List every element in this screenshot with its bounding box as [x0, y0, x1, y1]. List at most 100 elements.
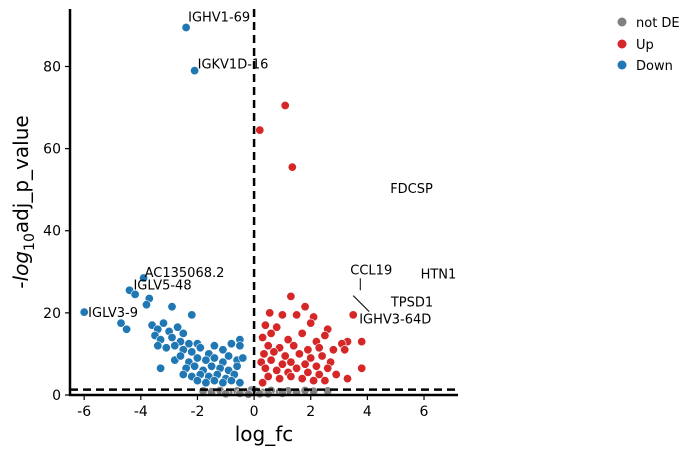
point-down — [178, 369, 188, 379]
y-axis-title: -log10adj_p_value — [9, 115, 38, 288]
point-up — [258, 378, 268, 388]
point-down — [195, 343, 205, 353]
point-down — [79, 307, 89, 317]
point-down — [122, 324, 132, 334]
x-tick-label: -4 — [134, 404, 148, 420]
point-up — [275, 374, 285, 384]
y-tick-label: 60 — [43, 142, 61, 158]
point-up — [263, 371, 273, 381]
point-up — [286, 357, 296, 367]
point-down — [201, 355, 211, 365]
point-down — [235, 341, 245, 351]
point-up — [357, 363, 367, 373]
x-axis-title: log_fc — [235, 422, 294, 446]
gene-label-ac135068-2: AC135068.2 — [145, 266, 225, 281]
point-up — [286, 291, 296, 301]
point-down — [226, 339, 236, 349]
point-down — [187, 310, 197, 320]
x-tick-label: 6 — [420, 404, 429, 420]
point-down — [226, 376, 236, 386]
point-up — [283, 335, 293, 345]
point-down — [190, 361, 200, 371]
point-up — [287, 162, 297, 172]
point-up — [265, 308, 275, 318]
point-down — [218, 345, 228, 355]
point-up — [317, 351, 327, 361]
point-down — [207, 361, 217, 371]
x-tick-label: -2 — [190, 404, 204, 420]
point-up — [289, 341, 299, 351]
gene-label-connector-ighv3-64d — [352, 295, 370, 312]
point-up — [320, 330, 330, 340]
point-up — [263, 341, 273, 351]
point-up — [306, 353, 316, 363]
point-down — [192, 376, 202, 386]
point-down — [224, 351, 234, 361]
x-tick-label: 2 — [306, 404, 315, 420]
gene-label-tpsd1: TPSD1 — [390, 295, 433, 310]
point-down — [142, 300, 152, 310]
point-down — [167, 332, 177, 342]
legend: not DE Up Down — [617, 16, 680, 74]
point-down — [187, 347, 197, 357]
legend-label-not-de: not DE — [636, 16, 680, 31]
point-down — [235, 378, 245, 388]
gene-label-igkv1d-16: IGKV1D-16 — [198, 58, 269, 73]
point-up — [272, 322, 282, 332]
point-up — [277, 359, 287, 369]
point-down — [190, 66, 200, 76]
point-up — [269, 347, 279, 357]
point-up — [259, 349, 269, 359]
point-down — [167, 302, 177, 312]
point-down — [192, 353, 202, 363]
point-down — [209, 353, 219, 363]
legend-label-up: Up — [636, 38, 654, 53]
point-up — [260, 320, 270, 330]
y-tick-label: 0 — [52, 388, 61, 404]
point-up — [292, 310, 302, 320]
point-up — [266, 328, 276, 338]
gene-label-iglv5-48: IGLV5-48 — [133, 278, 191, 293]
gene-label-htn1: HTN1 — [421, 267, 457, 282]
legend-key-down — [617, 60, 627, 70]
point-down — [139, 273, 149, 283]
legend-key-not-de — [617, 17, 627, 27]
point-up — [280, 101, 290, 111]
point-down — [201, 378, 211, 388]
point-up — [277, 310, 287, 320]
points-layer — [79, 22, 367, 399]
point-up — [292, 363, 302, 373]
legend-label-down: Down — [636, 59, 673, 74]
point-down — [130, 289, 140, 299]
gene-label-ighv1-69: IGHV1-69 — [188, 10, 250, 25]
y-tick-label: 20 — [43, 306, 61, 322]
point-up — [272, 365, 282, 375]
point-down — [176, 351, 186, 361]
point-down — [153, 341, 163, 351]
point-up — [303, 345, 313, 355]
point-down — [178, 328, 188, 338]
point-down — [218, 378, 228, 388]
point-up — [294, 349, 304, 359]
point-down — [232, 361, 242, 371]
y-tick-label: 40 — [43, 224, 61, 240]
point-up — [258, 332, 268, 342]
point-down — [116, 318, 126, 328]
point-up — [300, 302, 310, 312]
y-tick-label: 80 — [43, 59, 61, 75]
point-up — [323, 363, 333, 373]
point-up — [255, 125, 265, 135]
gene-label-iglv3-9: IGLV3-9 — [88, 306, 138, 321]
legend-key-up — [617, 39, 627, 49]
point-down — [161, 343, 171, 353]
point-up — [297, 328, 307, 338]
point-up — [260, 363, 270, 373]
point-up — [256, 357, 266, 367]
x-tick-label: -6 — [77, 404, 91, 420]
point-down — [173, 322, 183, 332]
point-up — [320, 376, 330, 386]
y-axis-title-main: adj_p_value — [9, 115, 33, 233]
point-down — [209, 341, 219, 351]
